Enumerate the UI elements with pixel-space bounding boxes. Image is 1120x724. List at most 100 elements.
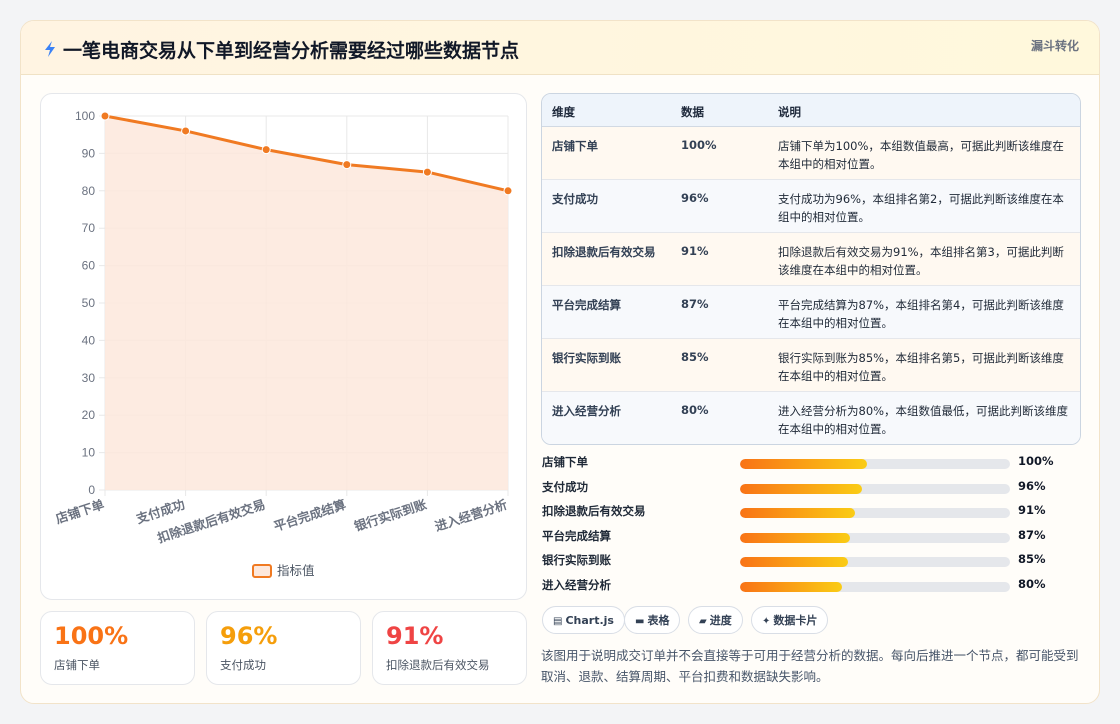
y-tick-label: 30: [82, 371, 96, 385]
lightning-icon: [45, 41, 55, 57]
progress-value: 80%: [1018, 576, 1046, 591]
table-header: 维度 数据 说明: [542, 94, 1080, 127]
chip-chartjs[interactable]: ▤ Chart.js: [542, 606, 625, 634]
kpi-value: 91%: [386, 622, 444, 650]
progress-fill: [740, 581, 842, 592]
cell-value: 87%: [681, 297, 709, 311]
y-tick-label: 40: [82, 333, 96, 347]
kpi-card: 100% 店铺下单: [40, 611, 195, 685]
progress-track: [740, 581, 1010, 592]
page-title: 一笔电商交易从下单到经营分析需要经过哪些数据节点: [63, 40, 520, 62]
progress-fill: [740, 557, 848, 567]
y-tick-label: 70: [82, 221, 96, 235]
chart-panel: 0 10 20 30 40 50 60 70 80 90 100 店铺下单 支付成功 扣除退款后有效交易平…: [40, 93, 527, 600]
data-point: [342, 160, 352, 170]
y-tick-label: 0: [88, 483, 95, 497]
progress-label: 银行实际到账: [542, 553, 611, 567]
cell-dimension: 店铺下单: [552, 139, 598, 153]
progress-value: 91%: [1018, 503, 1046, 517]
progress-fill: [740, 459, 867, 469]
table-icon: ▬: [635, 616, 645, 627]
progress-row: 银行实际到账 85%: [542, 549, 1082, 569]
chip-label: 表格: [647, 614, 670, 627]
cell-description: 银行实际到账为85%，本组排名第5，可据此判断该维度在本组中的相对位置。: [778, 351, 1064, 383]
progress-track: [740, 557, 1010, 567]
cell-description: 进入经营分析为80%，本组数值最低，可据此判断该维度在本组中的相对位置。: [778, 404, 1069, 436]
series-area: [105, 116, 508, 490]
x-tick-label: 银行实际到账: [352, 496, 428, 534]
y-tick-label: 90: [82, 146, 96, 160]
progress-row: 进入经营分析 80%: [542, 574, 1082, 594]
table-row: 平台完成结算 87% 平台完成结算为87%，本组排名第4，可据此判断该维度在本组…: [542, 286, 1080, 339]
table-row: 支付成功 96% 支付成功为96%，本组排名第2，可据此判断该维度在本组中的相对…: [542, 180, 1080, 233]
table-row: 店铺下单 100% 店铺下单为100%，本组数值最高，可据此判断该维度在本组中的…: [542, 127, 1080, 180]
chip-label: 数据卡片: [773, 614, 818, 627]
funnel-tag: 漏斗转化: [1030, 39, 1079, 53]
x-tick-label: 支付成功: [133, 497, 186, 527]
cell-dimension: 进入经营分析: [552, 404, 621, 418]
kpi-label: 扣除退款后有效交易: [386, 658, 490, 672]
progress-track: [740, 532, 1010, 543]
chip-label: 进度: [709, 614, 732, 627]
legend-label: 指标值: [277, 563, 315, 578]
main-card: 一笔电商交易从下单到经营分析需要经过哪些数据节点 漏斗转化 0 10 20 30 40 5…: [20, 20, 1100, 704]
data-point: [422, 167, 432, 177]
kpi-label: 店铺下单: [54, 658, 100, 672]
progress-icon: ▰: [699, 616, 707, 627]
progress-fill: [740, 483, 862, 494]
kpi-value: 100%: [54, 622, 129, 650]
cell-description: 平台完成结算为87%，本组排名第4，可据此判断该维度在本组中的相对位置。: [778, 298, 1064, 330]
cell-dimension: 平台完成结算: [552, 298, 621, 312]
progress-value: 96%: [1018, 478, 1046, 493]
cell-value: 91%: [681, 244, 709, 258]
cell-dimension: 支付成功: [552, 192, 598, 206]
data-point: [181, 126, 191, 136]
data-point: [503, 186, 513, 196]
table-row: 扣除退款后有效交易 91% 扣除退款后有效交易为91%，本组排名第3，可据此判断…: [542, 233, 1080, 286]
cell-dimension: 银行实际到账: [552, 351, 621, 365]
kpi-card: 96% 支付成功: [206, 611, 361, 685]
y-tick-label: 80: [82, 184, 96, 198]
progress-fill: [740, 508, 856, 518]
progress-value: 87%: [1018, 527, 1046, 542]
description-note: 该图用于说明成交订单并不会直接等于可用于经营分析的数据。每向后推进一个节点，都可…: [541, 648, 1079, 684]
y-tick-label: 100: [75, 109, 95, 123]
sparkle-icon: ✦: [762, 616, 771, 627]
progress-fill: [740, 532, 851, 543]
area-chart: 0102030405060708090100店铺下单 支付成功扣除退款后有效交易平…: [54, 109, 513, 578]
x-tick-label: 店铺下单: [54, 496, 107, 526]
cell-description: 店铺下单为100%，本组数值最高，可据此判断该维度在本组中的相对位置。: [778, 139, 1064, 171]
chip-progress[interactable]: ▰ 进度: [688, 606, 743, 634]
progress-value: 85%: [1018, 552, 1046, 566]
cell-value: 96%: [681, 191, 709, 205]
cell-description: 扣除退款后有效交易为91%，本组排名第3，可据此判断该维度在本组中的相对位置。: [778, 245, 1064, 277]
column-header: 说明: [778, 105, 801, 119]
chip-table[interactable]: ▬ 表格: [624, 606, 681, 634]
series-line: [104, 114, 509, 193]
progress-label: 平台完成结算: [542, 528, 611, 543]
column-header: 维度: [552, 105, 575, 119]
column-header: 数据: [681, 105, 704, 119]
header: 一笔电商交易从下单到经营分析需要经过哪些数据节点 漏斗转化: [21, 21, 1099, 75]
progress-label: 进入经营分析: [542, 577, 611, 592]
progress-track: [740, 483, 1010, 494]
kpi-card: 91% 扣除退款后有效交易: [372, 611, 527, 685]
progress-track: [740, 459, 1010, 469]
table-row: 进入经营分析 80% 进入经营分析为80%，本组数值最低，可据此判断该维度在本组…: [542, 392, 1080, 444]
kpi-value: 96%: [220, 622, 278, 650]
progress-row: 店铺下单 100%: [542, 451, 1082, 471]
cell-value: 85%: [681, 350, 709, 364]
kpi-label: 支付成功: [220, 658, 266, 672]
progress-label: 店铺下单: [542, 455, 588, 469]
cell-value: 80%: [681, 403, 709, 417]
progress-value: 100%: [1018, 454, 1054, 468]
progress-track: [740, 508, 1010, 518]
x-tick-label: 平台完成结算: [272, 496, 348, 534]
y-tick-label: 50: [82, 296, 96, 310]
cell-value: 100%: [681, 138, 717, 152]
cell-dimension: 扣除退款后有效交易: [552, 245, 656, 259]
chip-data-card[interactable]: ✦ 数据卡片: [751, 606, 829, 634]
progress-row: 支付成功 96%: [542, 476, 1082, 496]
cell-description: 支付成功为96%，本组排名第2，可据此判断该维度在本组中的相对位置。: [778, 192, 1064, 224]
progress-label: 扣除退款后有效交易: [542, 504, 646, 518]
